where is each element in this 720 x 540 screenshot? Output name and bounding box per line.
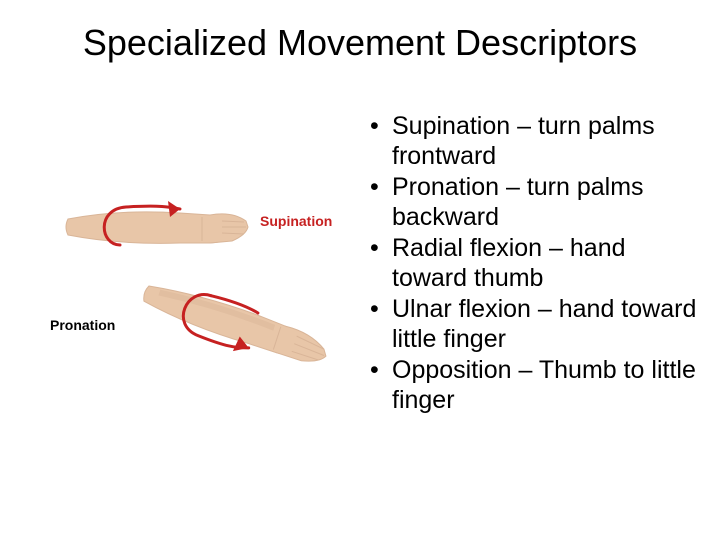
list-item: Pronation – turn palms backward <box>370 173 700 232</box>
slide: Specialized Movement Descriptors Supinat… <box>0 0 720 540</box>
list-item: Radial flexion – hand toward thumb <box>370 234 700 293</box>
list-item: Supination – turn palms frontward <box>370 112 700 171</box>
list-item: Ulnar flexion – hand toward little finge… <box>370 295 700 354</box>
figure-area: Supination <box>60 145 340 405</box>
pronation-arm-icon <box>130 275 340 395</box>
supination-arm-icon <box>60 187 250 267</box>
pronation-label: Pronation <box>50 317 115 333</box>
bullet-list: Supination – turn palms frontward Pronat… <box>370 112 700 417</box>
supination-label: Supination <box>260 213 332 229</box>
page-title: Specialized Movement Descriptors <box>0 22 720 64</box>
list-item: Opposition – Thumb to little finger <box>370 356 700 415</box>
